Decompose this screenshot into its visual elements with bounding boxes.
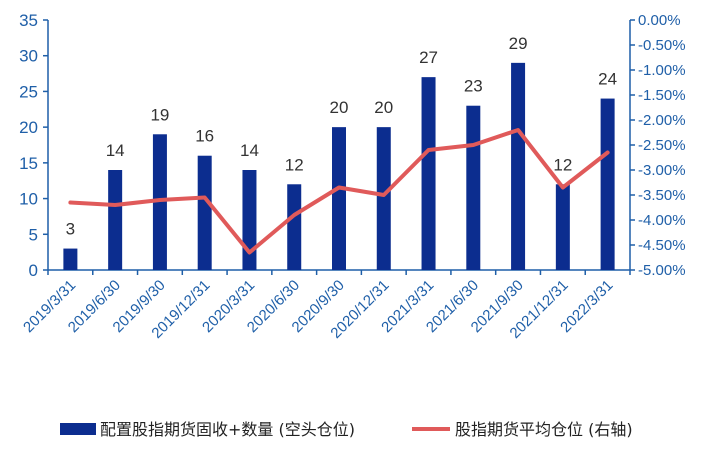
bar [466, 105, 481, 270]
bar [555, 184, 570, 270]
bar-value-label: 23 [464, 77, 483, 96]
right-tick-label: -3.00% [638, 162, 686, 179]
left-axis: 0 5 10 15 20 25 30 35 [19, 11, 49, 280]
right-tick-label: -1.50% [638, 87, 686, 104]
right-tick-label: -4.00% [638, 212, 686, 229]
bar [242, 170, 257, 270]
bar-value-label: 12 [285, 155, 304, 174]
bar [421, 77, 436, 271]
legend-label-bars: 配置股指期货固收+数量 (空头仓位) [100, 420, 355, 439]
bar-value-label: 14 [106, 141, 125, 160]
bar [152, 134, 167, 270]
data-labels: 3 14 19 16 14 12 20 20 27 23 29 12 24 [66, 34, 617, 239]
left-tick-label: 15 [19, 154, 38, 173]
right-tick-label: -2.00% [638, 112, 686, 129]
x-axis: 2019/3/312019/6/302019/9/302019/12/31202… [20, 269, 631, 342]
line-point [383, 194, 385, 196]
line-point [562, 187, 564, 188]
bar-value-label: 27 [419, 48, 438, 67]
right-axis: 0.00% -0.50% -1.00% -1.50% -2.00% -2.50% -3.00… [629, 12, 686, 279]
bar [108, 170, 123, 270]
legend-label-line: 股指期货平均仓位 (右轴) [455, 420, 633, 439]
left-tick-label: 10 [19, 190, 38, 209]
bar-value-label: 24 [598, 70, 617, 89]
bar [511, 62, 526, 270]
line-series [68, 128, 610, 255]
left-tick-label: 20 [19, 118, 38, 137]
left-tick-label: 25 [19, 82, 38, 101]
right-tick-label: 0.00% [638, 12, 681, 29]
bar [197, 155, 212, 270]
line-point [114, 204, 116, 206]
left-tick-label: 0 [29, 261, 38, 280]
right-tick-label: -3.50% [638, 187, 686, 204]
legend: 配置股指期货固收+数量 (空头仓位) 股指期货平均仓位 (右轴) [60, 420, 633, 439]
left-tick-label: 30 [19, 47, 38, 66]
line-point [517, 129, 519, 131]
right-tick-label: -1.00% [638, 62, 686, 79]
line-point [428, 149, 430, 151]
bar [600, 98, 615, 270]
bar [376, 127, 391, 271]
bar-series [63, 62, 615, 271]
line-point [248, 252, 250, 253]
line-point [472, 144, 474, 146]
right-tick-label: -0.50% [638, 37, 686, 54]
line-point [293, 214, 295, 216]
left-tick-label: 35 [19, 11, 38, 30]
bar-value-label: 20 [330, 98, 349, 117]
legend-swatch-bars [60, 423, 96, 435]
bar-value-label: 19 [150, 105, 169, 124]
bar-value-label: 3 [66, 220, 75, 239]
left-tick-label: 5 [29, 225, 38, 244]
bar-value-label: 29 [509, 34, 528, 53]
right-tick-label: -2.50% [638, 137, 686, 154]
bar [332, 127, 346, 271]
bar-value-label: 14 [240, 141, 259, 160]
bar-value-label: 16 [195, 127, 214, 146]
line-point [69, 202, 71, 203]
right-tick-label: -4.50% [638, 237, 686, 254]
bar [287, 184, 302, 270]
line-point [338, 187, 340, 188]
bar-value-label: 12 [553, 155, 572, 174]
right-tick-label: -5.00% [638, 262, 686, 279]
line-point [607, 152, 609, 153]
bar-value-label: 20 [374, 98, 393, 117]
line-point [159, 199, 161, 201]
bar [63, 248, 78, 270]
line-point [204, 197, 206, 198]
